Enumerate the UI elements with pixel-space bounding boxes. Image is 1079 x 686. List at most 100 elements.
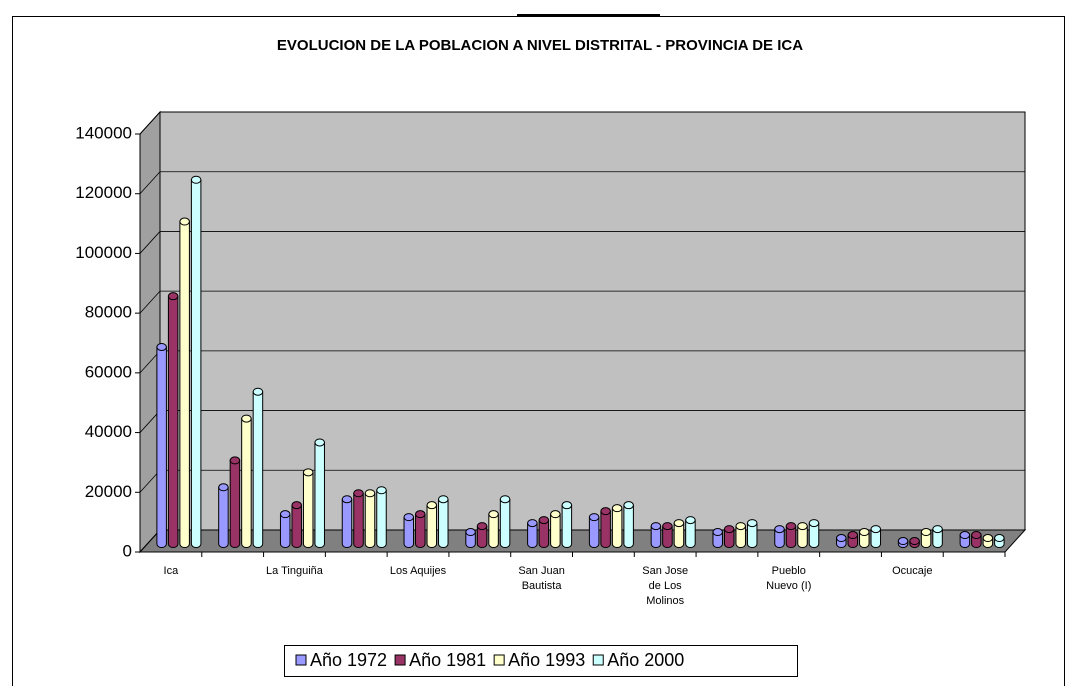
bar: [314, 438, 325, 548]
bar: [994, 534, 1005, 548]
x-tick-label: Pueblo Nuevo (I): [766, 565, 812, 592]
bar-body: [156, 346, 167, 548]
bar-body: [403, 516, 415, 548]
legend-swatch: [493, 654, 505, 666]
bar-body: [465, 531, 476, 548]
bar-body: [241, 418, 252, 548]
bar-top: [588, 513, 600, 522]
grid-line: [139, 290, 161, 314]
bar-top: [774, 525, 785, 534]
bar-body: [302, 471, 314, 548]
x-tick-label: Ocucaje: [892, 565, 933, 577]
bar: [488, 510, 499, 548]
bar-top: [650, 522, 662, 531]
bar-body: [561, 504, 573, 548]
bar-body: [291, 504, 302, 548]
floor: [138, 529, 1027, 553]
bar-top: [465, 528, 476, 537]
bar-body: [870, 528, 882, 548]
bar: [774, 525, 785, 548]
bar: [836, 534, 847, 548]
bar-body: [650, 525, 662, 548]
bar-top: [994, 534, 1005, 543]
bar-body: [785, 525, 797, 548]
bar-body: [673, 522, 685, 548]
bar: [376, 486, 387, 548]
bar-body: [808, 522, 820, 548]
bar-top: [291, 501, 302, 510]
bar-top: [870, 525, 882, 534]
bar: [971, 531, 982, 548]
bar-top: [179, 217, 190, 226]
bar-body: [920, 531, 932, 548]
bar-top: [426, 501, 438, 510]
bar: [403, 513, 415, 548]
bar-body: [364, 492, 376, 548]
bar-top: [600, 507, 611, 516]
bar-body: [600, 510, 611, 548]
bar: [341, 495, 353, 548]
bar: [785, 522, 797, 548]
bar: [302, 468, 314, 548]
bar: [735, 522, 746, 548]
bar: [673, 519, 685, 548]
bar: [662, 522, 673, 548]
bar: [291, 501, 302, 548]
bar-body: [438, 498, 449, 548]
bar: [685, 516, 696, 548]
y-tick-label: 140000: [75, 123, 132, 142]
bar-top: [746, 519, 758, 528]
bar-body: [712, 531, 723, 548]
bar: [623, 501, 634, 548]
bar: [353, 489, 364, 548]
bar-body: [488, 513, 499, 548]
bar-top: [403, 513, 415, 522]
legend-label: Año 1981: [409, 650, 486, 670]
bar-body: [279, 513, 291, 548]
bar: [600, 507, 611, 548]
bar-top: [847, 531, 859, 540]
bar: [438, 495, 449, 548]
bar-top: [279, 510, 291, 519]
bar: [156, 342, 167, 548]
bar: [527, 519, 538, 548]
x-tick-label: Los Aquijes: [389, 565, 447, 577]
bar: [897, 537, 909, 548]
bar-body: [774, 528, 785, 548]
bar: [932, 525, 943, 548]
bar: [229, 456, 241, 548]
bar-body: [685, 519, 696, 548]
bar: [190, 175, 202, 548]
legend-swatch: [295, 654, 307, 666]
legend-label: Año 1972: [310, 650, 387, 670]
x-tick-label: La Tinguiña: [266, 565, 323, 577]
bar: [252, 387, 264, 548]
grid-line: [139, 111, 161, 135]
bar-top: [859, 528, 870, 537]
bar-top: [364, 489, 376, 498]
bar: [808, 519, 820, 548]
bar: [797, 522, 808, 548]
legend-label: Año 2000: [607, 650, 684, 670]
bar-body: [588, 516, 600, 548]
bar-body: [623, 504, 634, 548]
bar-top: [735, 522, 746, 531]
bar: [650, 522, 662, 548]
bar-top: [685, 516, 696, 525]
back-wall: [159, 111, 1026, 531]
y-tick-label: 120000: [75, 183, 132, 202]
bar-body: [611, 507, 623, 548]
bar-top: [662, 522, 673, 531]
bar-top: [836, 534, 847, 543]
bar: [870, 525, 882, 548]
bar: [959, 531, 971, 548]
bar: [167, 292, 179, 548]
bar: [746, 519, 758, 548]
bar-body: [376, 489, 387, 548]
bar: [920, 528, 932, 548]
bar-top: [341, 495, 353, 504]
bar-body: [229, 459, 241, 548]
bar: [982, 534, 994, 548]
bar: [538, 516, 550, 548]
